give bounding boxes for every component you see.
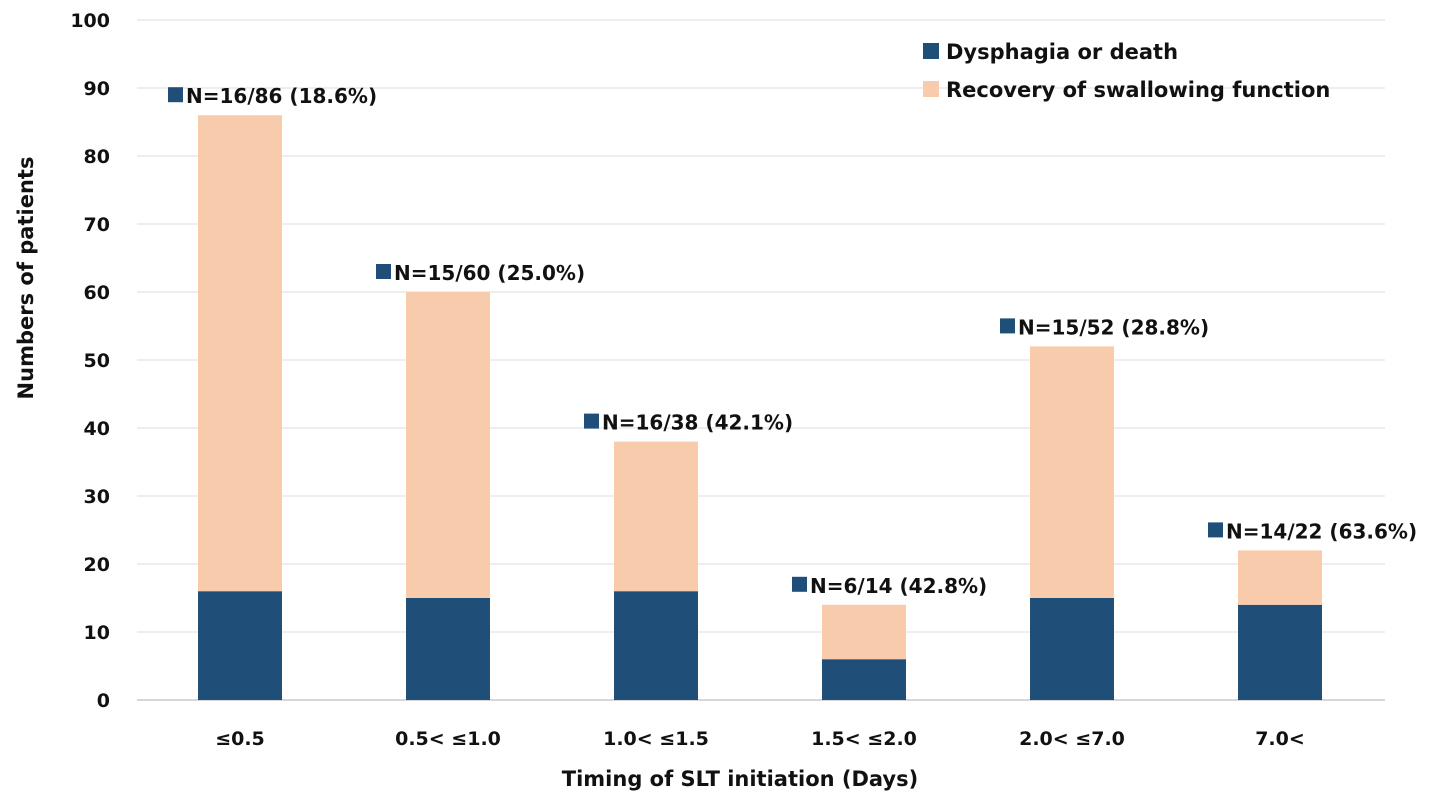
y-tick-label: 90: [84, 78, 110, 100]
x-tick-label: 1.0< ≤1.5: [603, 728, 709, 750]
data-label: N=16/38 (42.1%): [602, 411, 793, 435]
x-tick-label: 7.0<: [1255, 728, 1305, 750]
legend: Dysphagia or death Recovery of swallowin…: [923, 40, 1330, 102]
y-tick-label: 30: [84, 486, 110, 508]
x-axis-title: Timing of SLT initiation (Days): [562, 767, 918, 791]
x-tick-label: 0.5< ≤1.0: [395, 728, 501, 750]
y-tick-label: 80: [84, 146, 110, 168]
data-label-marker: [1208, 522, 1223, 538]
data-labels: N=16/86 (18.6%) N=15/60 (25.0%) N=16/38 (4…: [168, 84, 1417, 598]
data-label: N=15/52 (28.8%): [1018, 315, 1209, 339]
bar-dysphagia-or-death: [1030, 598, 1114, 700]
data-label: N=15/60 (25.0%): [394, 261, 585, 285]
y-tick-label: 40: [84, 418, 110, 440]
bar-recovery: [614, 441, 698, 592]
bar-dysphagia-or-death: [822, 659, 906, 700]
legend-label-recovery: Recovery of swallowing function: [946, 78, 1330, 102]
y-tick-label: 0: [97, 690, 110, 712]
legend-swatch-recovery: [923, 81, 939, 97]
y-tick-label: 10: [84, 622, 110, 644]
x-tick-label: ≤0.5: [215, 728, 265, 750]
data-label-marker: [168, 87, 183, 103]
data-label-marker: [376, 264, 391, 279]
data-label: N=16/86 (18.6%): [186, 84, 377, 108]
x-tick-labels: ≤0.5 0.5< ≤1.0 1.0< ≤1.5 1.5< ≤2.0 2.0< ≤7.0…: [215, 728, 1305, 750]
legend-swatch-dysphagia: [923, 43, 939, 59]
bar-dysphagia-or-death: [1238, 604, 1322, 700]
bar-recovery: [406, 292, 490, 598]
y-tick-label: 50: [84, 350, 110, 372]
data-label-marker: [1000, 318, 1015, 334]
bar-recovery: [198, 115, 282, 592]
y-axis-title: Numbers of patients: [14, 157, 38, 400]
data-label: N=6/14 (42.8%): [810, 574, 987, 598]
bar-recovery: [822, 604, 906, 660]
data-label-marker: [584, 413, 599, 429]
bar-recovery: [1238, 550, 1322, 605]
x-tick-label: 1.5< ≤2.0: [811, 728, 917, 750]
y-tick-labels: 0 10 20 30 40 50 60 70 80 90 100: [70, 10, 110, 712]
y-tick-label: 60: [84, 282, 110, 304]
y-tick-label: 20: [84, 554, 110, 576]
y-tick-label: 70: [84, 214, 110, 236]
data-label-marker: [792, 576, 807, 592]
bar-recovery: [1030, 346, 1114, 598]
legend-label-dysphagia: Dysphagia or death: [946, 40, 1178, 64]
bars: [198, 115, 1322, 700]
bar-dysphagia-or-death: [198, 591, 282, 700]
bar-dysphagia-or-death: [614, 591, 698, 700]
bar-dysphagia-or-death: [406, 598, 490, 700]
gridlines: [137, 19, 1385, 701]
y-tick-label: 100: [70, 10, 110, 32]
x-tick-label: 2.0< ≤7.0: [1019, 728, 1125, 750]
data-label: N=14/22 (63.6%): [1226, 519, 1417, 543]
